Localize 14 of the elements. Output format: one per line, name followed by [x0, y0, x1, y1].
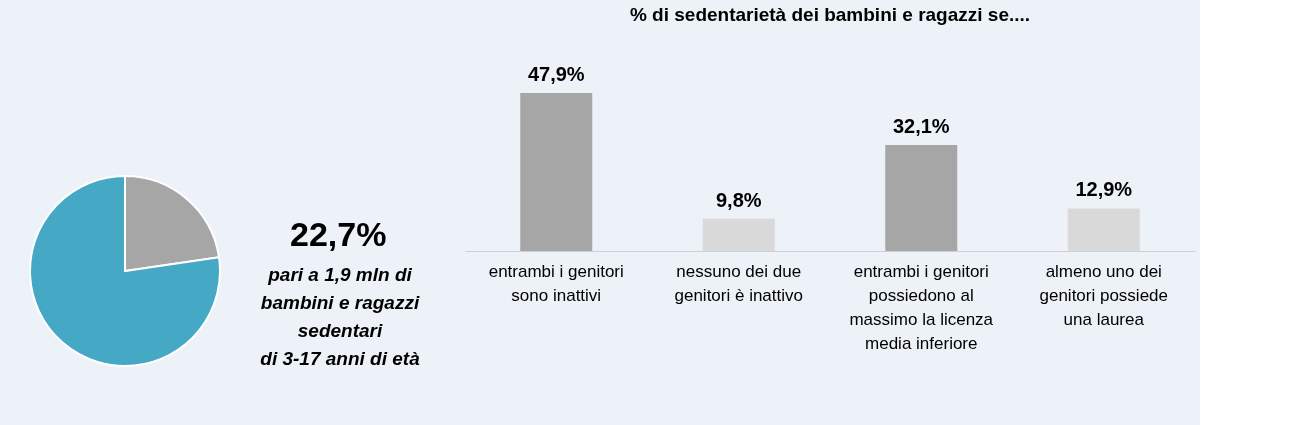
- bar: [520, 92, 593, 251]
- bar: [885, 145, 958, 251]
- data-label: 22,7%: [290, 215, 387, 253]
- pie-slice: [29, 175, 221, 367]
- x-tick-label: entrambi i genitori possiedono al massimo la licenza media inferiore: [849, 261, 994, 353]
- data-label: 47,9%: [527, 62, 585, 85]
- x-tick-label: entrambi i genitori sono inattivi: [488, 261, 624, 305]
- data-label: 9,8%: [715, 188, 762, 211]
- data-label: 12,9%: [1075, 178, 1133, 201]
- text: pari a 1,9 mln di bambini e ragazzi sedentari di 3-17 anni di età: [260, 264, 421, 369]
- chart-title: % di sedentarietà dei bambini e ragazzi se....: [629, 3, 1031, 25]
- x-tick-label: nessuno dei due genitori è inattivo: [674, 261, 804, 305]
- data-label: 32,1%: [892, 115, 950, 138]
- x-tick-label: almeno uno dei genitori possiede una laurea: [1039, 261, 1169, 329]
